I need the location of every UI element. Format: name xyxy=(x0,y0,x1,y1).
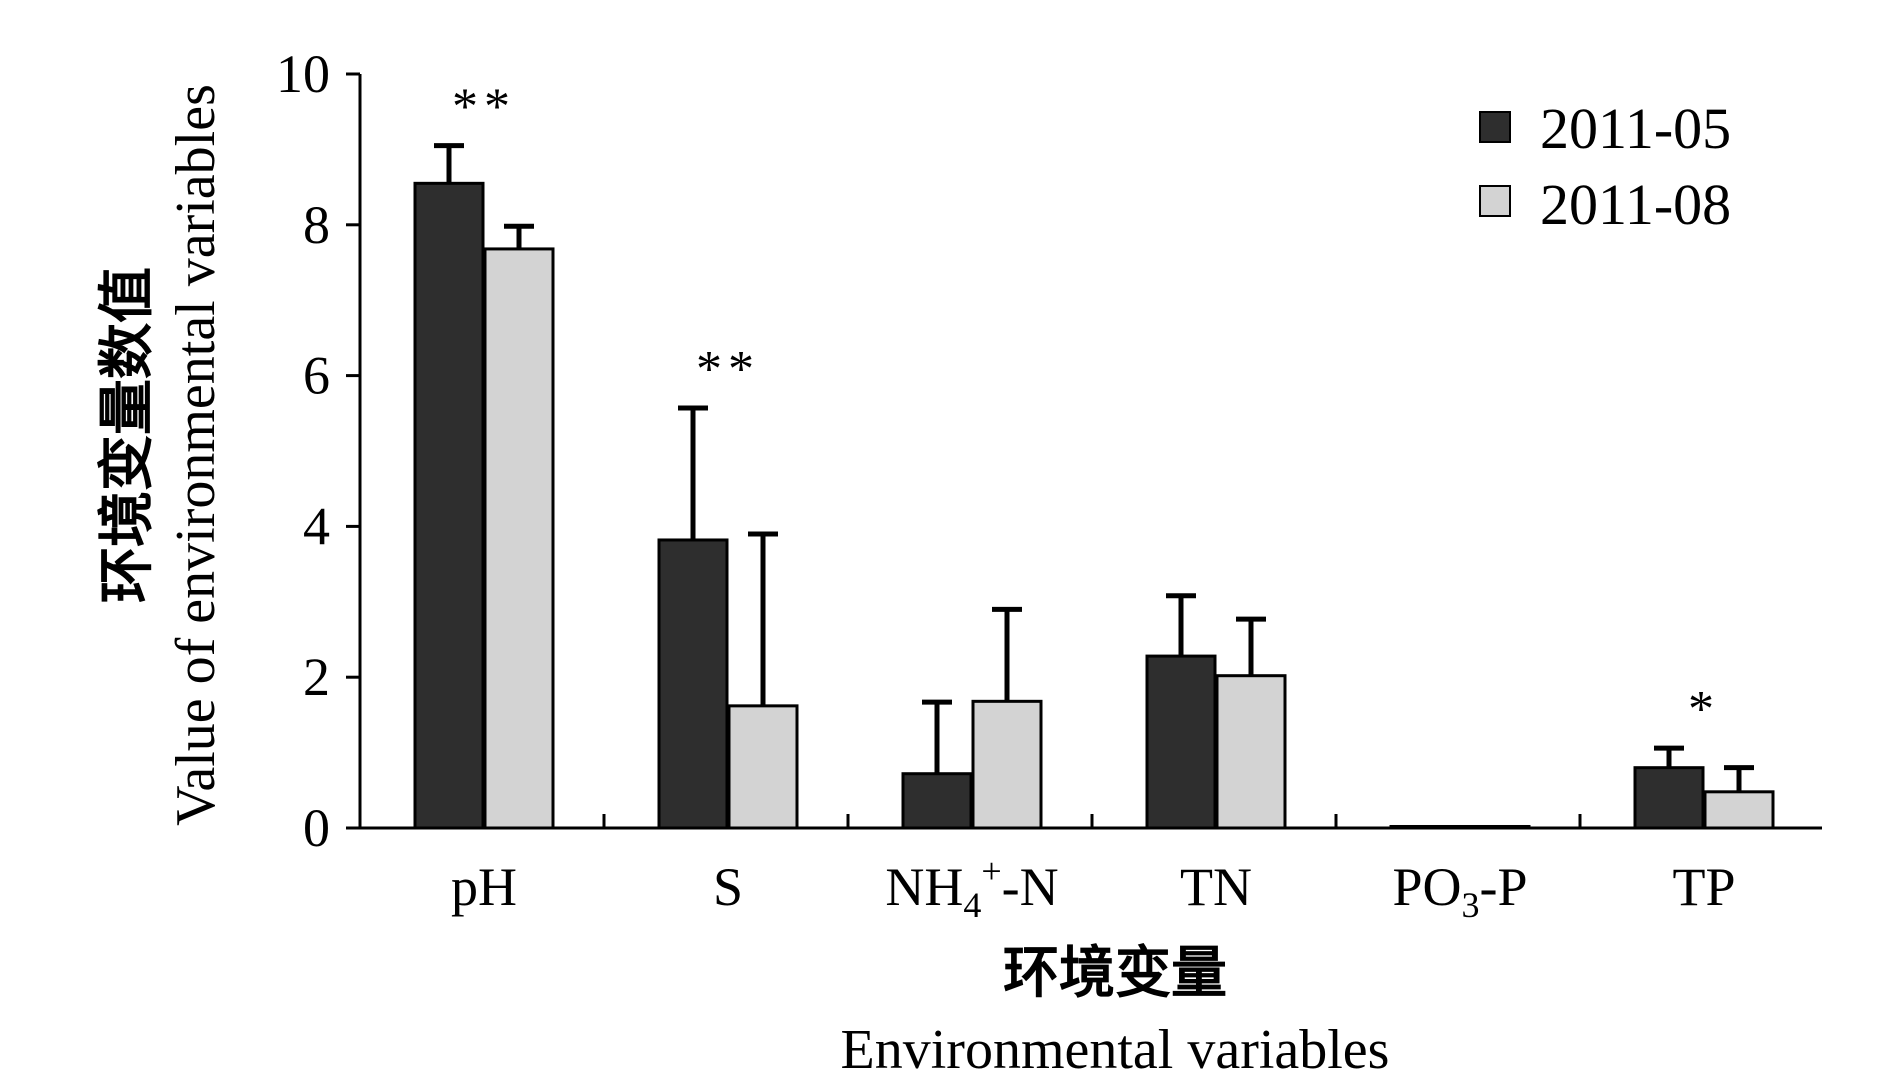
bar xyxy=(727,704,799,830)
significance-marker: ** xyxy=(452,79,516,136)
x-category-label: TN xyxy=(1180,857,1252,917)
bars-layer xyxy=(413,181,1775,830)
y-tick-label: 8 xyxy=(303,195,330,255)
bar xyxy=(1633,766,1705,830)
y-tick-label: 4 xyxy=(303,496,330,556)
bar xyxy=(1703,790,1775,830)
significance-layer: ***** xyxy=(452,79,1720,738)
significance-marker: ** xyxy=(696,341,760,398)
bar xyxy=(483,247,555,830)
y-tick-label: 10 xyxy=(276,44,330,104)
significance-marker: * xyxy=(1688,681,1720,738)
y-tick-label: 6 xyxy=(303,346,330,406)
x-category-label: NH4+-N xyxy=(885,851,1058,925)
legend-label-2011-05: 2011-05 xyxy=(1540,96,1731,161)
bar xyxy=(901,772,973,830)
x-axis-title-cn: 环境变量 xyxy=(1003,943,1227,1005)
bar xyxy=(657,538,729,830)
bar xyxy=(1215,674,1287,830)
bar xyxy=(1145,654,1217,830)
x-category-label: S xyxy=(713,857,743,917)
legend-swatch-2011-08 xyxy=(1479,185,1511,217)
legend-swatch-2011-05 xyxy=(1479,111,1511,143)
y-tick-label: 2 xyxy=(303,647,330,707)
y-axis-title: Value of environmental variables xyxy=(165,84,227,826)
x-category-label: pH xyxy=(451,857,517,917)
y-axis-title-cn: 环境变量数值 xyxy=(97,267,159,603)
x-axis-title: Environmental variables xyxy=(841,1019,1390,1081)
y-ticks-layer: 0 2 4 6 8 10 xyxy=(276,44,360,858)
legend-label-2011-08: 2011-08 xyxy=(1540,172,1731,237)
y-tick-label: 0 xyxy=(303,798,330,858)
bar xyxy=(971,699,1043,830)
error-bars-layer xyxy=(434,143,1754,792)
x-category-label: TP xyxy=(1672,857,1735,917)
x-category-label: PO3-P xyxy=(1392,857,1527,925)
x-categories-layer: pH S NH4+-N TN PO3-P TP xyxy=(451,814,1736,925)
legend: 2011-05 2011-08 xyxy=(1479,96,1731,237)
bar xyxy=(413,181,485,830)
